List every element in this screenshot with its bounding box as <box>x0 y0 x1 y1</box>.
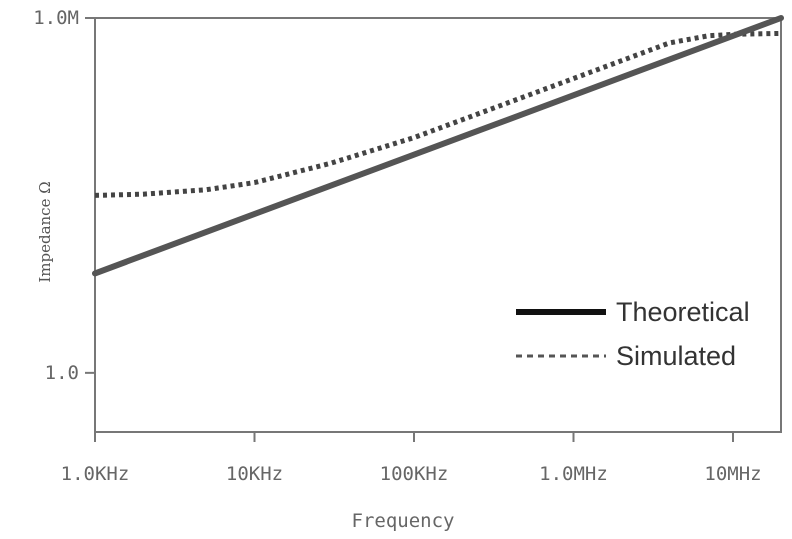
legend-simulated-label: Simulated <box>616 341 736 371</box>
series-simulated-line <box>94 30 782 198</box>
legend-theoretical-label: Theoretical <box>616 297 750 327</box>
legend: Theoretical Simulated <box>516 297 750 371</box>
y-axis-label: Impedance Ω <box>36 181 54 282</box>
x-tick-label: 1.0KHz <box>61 463 130 485</box>
x-tick-label: 10KHz <box>226 463 283 485</box>
x-axis-label: Frequency <box>352 510 455 532</box>
x-tick-label: 1.0MHz <box>539 463 608 485</box>
x-axis-ticks: 1.0KHz 10KHz 100KHz 1.0MHz 10MHz <box>61 432 762 485</box>
y-tick-label: 1.0 <box>45 362 79 384</box>
x-tick-label: 10MHz <box>704 463 761 485</box>
plot-frame <box>94 17 782 433</box>
x-tick-label: 100KHz <box>380 463 449 485</box>
y-tick-label: 1.0M <box>33 7 79 29</box>
y-axis-ticks: 1.0 1.0M <box>33 7 95 384</box>
series-theoretical-line <box>92 15 784 277</box>
series-layer <box>92 15 784 277</box>
